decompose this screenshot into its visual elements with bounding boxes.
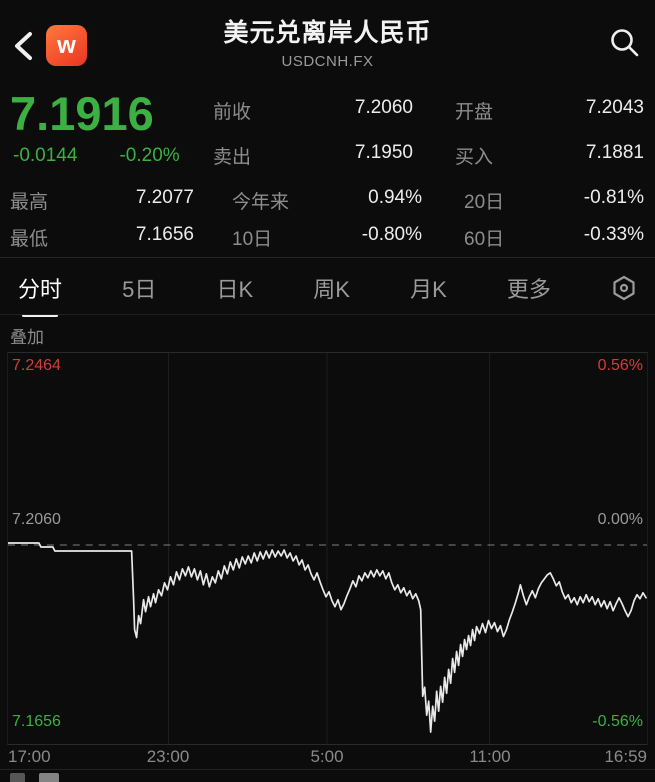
stat-value: 7.2077 [135,187,194,208]
stat-value: -0.33% [583,224,644,245]
divider [0,769,655,770]
stat-label: 最高 [10,192,49,213]
axis-mid-price: 7.2060 [12,511,61,528]
stat-label: 今年来 [232,192,290,213]
field-value: 7.1881 [585,142,644,163]
hexagon-gear-icon [613,275,635,300]
axis-bottom-price: 7.1656 [12,713,61,730]
stat-label: 最低 [10,229,49,250]
field-value: 7.2060 [354,97,413,118]
tab-daily-k[interactable]: 日K [216,276,254,302]
field-label: 前收 [213,102,252,123]
tab-more[interactable]: 更多 [506,276,551,302]
logo-letter: w [57,31,76,59]
field-value: 7.1950 [354,142,413,163]
stat-value: 7.1656 [135,224,194,245]
period-tab-bar: 分时 5日 日K 周K 月K 更多 [0,262,655,313]
wind-app-logo[interactable]: w [46,25,87,66]
axis-bottom-pct: -0.56% [592,713,643,730]
divider [0,314,655,315]
field-label: 买入 [455,147,494,168]
price-change: -0.0144 [13,145,78,166]
stat-label: 10日 [232,229,273,250]
time-tick: 23:00 [146,747,190,766]
chart-settings-button[interactable] [609,273,639,303]
time-tick: 17:00 [8,747,51,766]
overlay-toggle[interactable]: 叠加 [10,328,44,347]
price-change-pct: -0.20% [119,145,180,166]
stat-value: -0.81% [583,187,644,208]
stat-value: -0.80% [361,224,422,245]
instrument-code: USDCNH.FX [281,53,374,70]
stat-label: 20日 [464,192,505,213]
field-label: 开盘 [455,102,494,123]
page-title: 美元兑离岸人民币 [223,19,432,47]
last-price: 7.1916 [10,87,154,140]
price-line-chart[interactable] [8,353,647,744]
back-button[interactable] [8,26,42,66]
search-icon [611,29,639,57]
axis-top-pct: 0.56% [597,357,643,374]
clipped-glyph [10,773,25,782]
time-axis: 17:00 23:00 5:00 11:00 16:59 [7,747,648,767]
field-value: 7.2043 [585,97,644,118]
search-button[interactable] [609,27,641,61]
stats-grid: 最高 7.2077 今年来 0.94% 20日 -0.81% 最低 7.1656… [10,187,644,261]
chevron-left-icon [15,32,32,60]
tab-monthly-k[interactable]: 月K [410,276,447,302]
tab-weekly-k[interactable]: 周K [313,276,350,302]
stat-label: 60日 [464,229,505,250]
time-tick: 16:59 [604,747,647,766]
intraday-chart[interactable]: 7.2464 0.56% 7.2060 0.00% 7.1656 -0.56% [7,352,648,745]
quote-fields-grid: 前收 7.2060 开盘 7.2043 卖出 7.1950 买入 7.1881 [213,97,644,187]
time-tick: 5:00 [310,747,344,766]
clipped-next-panel-row [10,773,59,782]
stat-value: 0.94% [368,187,422,208]
field-label: 卖出 [213,147,252,168]
axis-top-price: 7.2464 [12,357,61,374]
time-tick: 11:00 [469,747,511,766]
axis-mid-pct: 0.00% [597,511,643,528]
tab-5day[interactable]: 5日 [122,276,157,302]
clipped-glyph [39,773,59,782]
divider [0,257,655,258]
tab-minute[interactable]: 分时 [16,266,64,310]
price-change-row: -0.0144 -0.20% [13,145,180,167]
